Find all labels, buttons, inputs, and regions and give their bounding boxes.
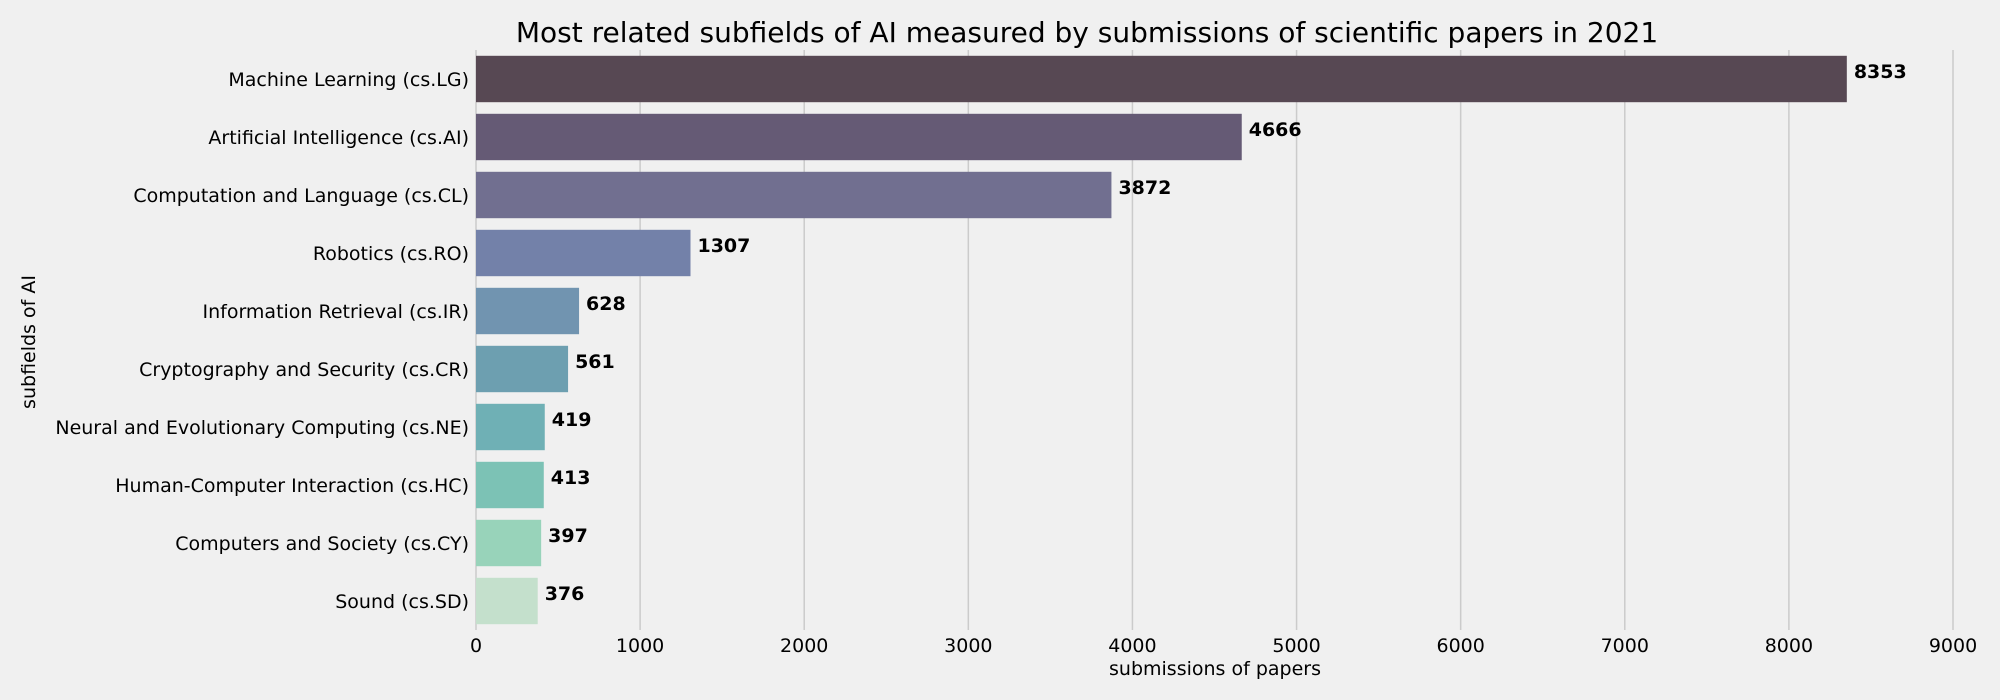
bar — [476, 345, 569, 393]
y-tick-label: Human-Computer Interaction (cs.HC) — [115, 475, 469, 497]
bar-value-label: 561 — [575, 351, 615, 373]
y-tick-label: Machine Learning (cs.LG) — [228, 69, 469, 91]
x-tick-label: 5000 — [1272, 635, 1320, 657]
y-tick-label: Artificial Intelligence (cs.AI) — [208, 127, 469, 149]
bar — [476, 287, 580, 335]
bar-value-label: 397 — [548, 525, 588, 547]
bar-value-label: 413 — [551, 467, 591, 489]
bar-value-label: 3872 — [1118, 177, 1171, 199]
x-tick-label: 4000 — [1108, 635, 1156, 657]
bar — [476, 113, 1242, 161]
y-tick-label: Computation and Language (cs.CL) — [133, 185, 469, 207]
bar — [476, 519, 542, 567]
y-tick-label: Robotics (cs.RO) — [313, 243, 469, 265]
x-tick-label: 3000 — [944, 635, 992, 657]
y-tick-label: Neural and Evolutionary Computing (cs.NE… — [55, 417, 469, 439]
y-tick-label: Information Retrieval (cs.IR) — [202, 301, 469, 323]
bar-value-label: 8353 — [1854, 61, 1907, 83]
value-labels: 8353 4666 3872 1307 628 561 419 413 397 376 — [545, 61, 1907, 605]
chart-title: Most related subfields of AI measured by… — [516, 16, 1658, 49]
bar-value-label: 1307 — [697, 235, 750, 257]
y-tick-label: Computers and Society (cs.CY) — [175, 533, 469, 555]
x-tick-label: 6000 — [1436, 635, 1484, 657]
bar — [476, 171, 1112, 219]
x-tick-label: 7000 — [1601, 635, 1649, 657]
x-axis-tick-labels: 0 1000 2000 3000 4000 5000 6000 7000 8000 9000 — [470, 635, 1977, 657]
x-tick-label: 1000 — [616, 635, 664, 657]
x-tick-label: 2000 — [780, 635, 828, 657]
y-axis-title: subfields of AI — [18, 275, 40, 409]
x-tick-label: 0 — [470, 635, 482, 657]
bars — [476, 55, 1847, 625]
bar — [476, 577, 538, 625]
x-tick-label: 9000 — [1929, 635, 1977, 657]
x-tick-label: 8000 — [1765, 635, 1813, 657]
y-axis-tick-labels: Machine Learning (cs.LG) Artificial Intel… — [55, 69, 469, 613]
bar-value-label: 419 — [552, 409, 592, 431]
y-tick-label: Sound (cs.SD) — [335, 591, 469, 613]
bar — [476, 229, 691, 277]
bar — [476, 403, 545, 451]
bar — [476, 461, 544, 509]
x-axis-title: submissions of papers — [1109, 658, 1321, 680]
bar-value-label: 628 — [586, 293, 626, 315]
y-tick-label: Cryptography and Security (cs.CR) — [139, 359, 469, 381]
bar-value-label: 4666 — [1249, 119, 1302, 141]
bar — [476, 55, 1847, 103]
bar-value-label: 376 — [545, 583, 585, 605]
